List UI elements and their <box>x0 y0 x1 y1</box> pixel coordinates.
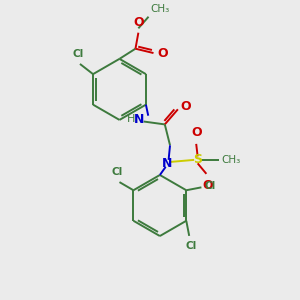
Text: N: N <box>134 113 145 126</box>
Text: Cl: Cl <box>204 181 216 191</box>
Text: O: O <box>133 16 144 29</box>
Text: O: O <box>181 100 191 113</box>
Text: S: S <box>193 153 202 167</box>
Text: N: N <box>162 157 172 170</box>
Text: Cl: Cl <box>73 49 84 59</box>
Text: Cl: Cl <box>185 241 196 250</box>
Text: Cl: Cl <box>112 167 123 178</box>
Text: O: O <box>157 46 168 59</box>
Text: H: H <box>127 114 136 124</box>
Text: O: O <box>191 126 202 139</box>
Text: O: O <box>202 179 213 192</box>
Text: CH₃: CH₃ <box>221 155 240 165</box>
Text: CH₃: CH₃ <box>151 4 170 14</box>
